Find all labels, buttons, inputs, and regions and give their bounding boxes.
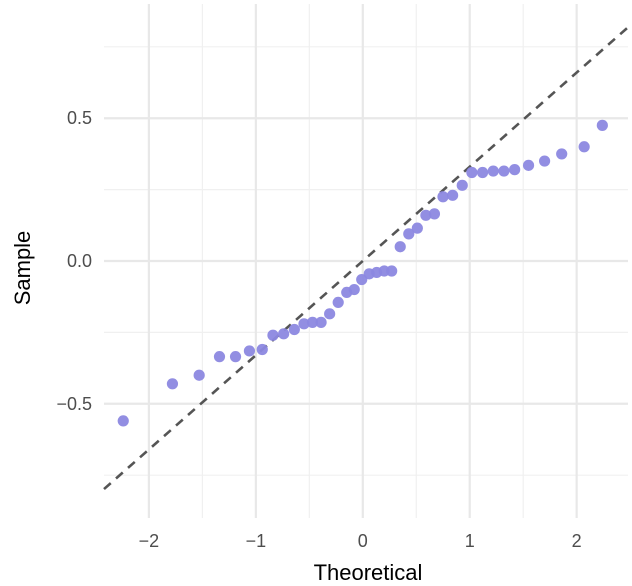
data-point — [229, 351, 242, 363]
data-point — [403, 228, 415, 240]
data-point — [538, 155, 551, 167]
y-tick-label: 0.5 — [67, 108, 92, 128]
data-point — [498, 165, 510, 177]
reference-line-group — [103, 26, 629, 491]
data-point — [324, 308, 336, 320]
reference-line — [103, 26, 629, 491]
y-tick-label: −0.5 — [56, 394, 92, 414]
y-axis-title: Sample — [10, 231, 35, 306]
data-point — [428, 208, 441, 220]
data-point — [411, 222, 423, 234]
data-point — [278, 328, 290, 340]
y-tick-label: 0.0 — [67, 251, 92, 271]
data-point — [306, 316, 319, 328]
major-gridlines — [104, 4, 628, 518]
data-point — [166, 378, 179, 390]
x-tick-label: 1 — [465, 531, 475, 551]
data-point — [267, 329, 279, 341]
x-tick-labels: −2 −1 0 1 2 — [139, 531, 582, 551]
data-point — [298, 318, 310, 330]
x-tick-label: 0 — [358, 531, 368, 551]
data-point — [213, 351, 226, 363]
data-point — [288, 323, 300, 336]
data-point — [437, 191, 449, 203]
data-point — [447, 189, 459, 201]
data-point — [420, 209, 432, 221]
data-point — [117, 415, 129, 427]
data-point — [243, 345, 256, 357]
data-point — [193, 369, 205, 381]
x-tick-label: −1 — [246, 531, 267, 551]
data-point — [596, 119, 608, 131]
data-point — [394, 241, 406, 253]
data-point — [466, 166, 478, 179]
data-point — [348, 283, 360, 296]
x-tick-label: −2 — [139, 531, 160, 551]
x-tick-label: 2 — [572, 531, 582, 551]
data-point — [556, 148, 568, 160]
y-tick-labels: −0.5 0.0 0.5 — [56, 108, 92, 414]
data-point — [522, 159, 535, 171]
data-point — [509, 164, 521, 176]
data-point — [256, 343, 268, 356]
data-point — [386, 265, 398, 277]
data-point — [487, 165, 499, 177]
data-points — [117, 119, 608, 427]
data-point — [456, 179, 468, 191]
data-point — [315, 316, 327, 328]
data-point — [476, 166, 489, 179]
data-point — [578, 141, 590, 153]
data-point — [332, 296, 344, 309]
x-axis-title: Theoretical — [314, 560, 423, 585]
